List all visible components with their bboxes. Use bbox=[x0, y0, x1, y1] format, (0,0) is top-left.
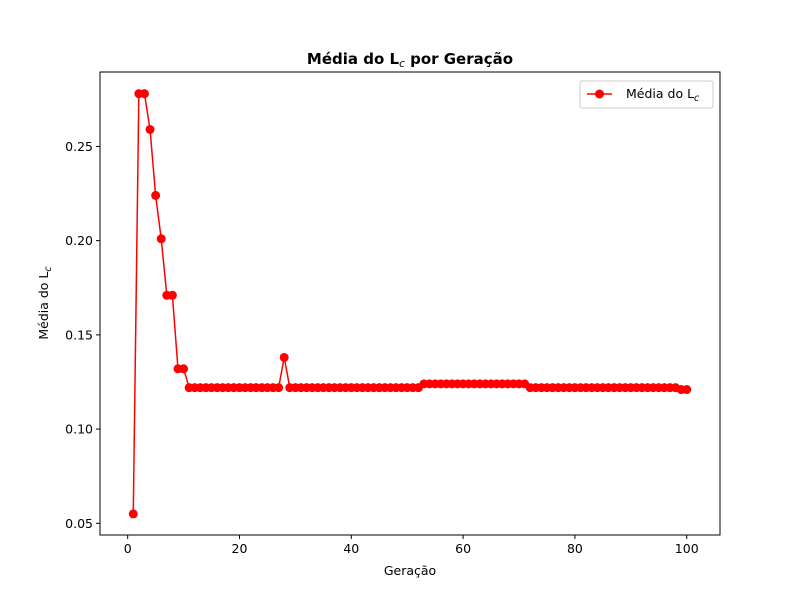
data-point bbox=[139, 89, 149, 99]
title-suffix: por Geração bbox=[405, 50, 513, 68]
x-axis: 0 20 40 60 80 100 bbox=[124, 535, 699, 556]
data-point bbox=[179, 364, 189, 374]
data-point bbox=[151, 190, 161, 200]
x-tick-label: 40 bbox=[343, 541, 359, 556]
x-tick-label: 60 bbox=[455, 541, 471, 556]
data-point bbox=[682, 385, 692, 395]
y-axis-label: Média do Lc bbox=[36, 266, 54, 340]
y-tick-label: 0.15 bbox=[65, 327, 93, 342]
x-axis-label: Geração bbox=[384, 563, 436, 578]
y-tick-label: 0.20 bbox=[65, 233, 93, 248]
axes-frame bbox=[99, 71, 721, 536]
y-tick-label: 0.10 bbox=[65, 422, 93, 437]
legend-label: Média do L bbox=[626, 86, 694, 101]
y-axis: 0.05 0.10 0.15 0.20 0.25 bbox=[65, 139, 100, 531]
title-subscript: c bbox=[399, 58, 405, 70]
x-tick-label: 20 bbox=[232, 541, 248, 556]
plot-area bbox=[128, 89, 692, 519]
legend: Média do Lc bbox=[579, 80, 714, 109]
y-tick-label: 0.05 bbox=[65, 516, 93, 531]
x-tick-label: 100 bbox=[675, 541, 699, 556]
data-point bbox=[274, 383, 284, 393]
legend-entry: Média do Lc bbox=[626, 86, 700, 104]
data-point bbox=[167, 290, 177, 300]
legend-box bbox=[579, 80, 714, 109]
ylabel-subscript: c bbox=[43, 266, 54, 272]
data-point bbox=[128, 509, 138, 519]
x-tick-label: 80 bbox=[567, 541, 583, 556]
chart-title: Média do Lc por Geração bbox=[307, 50, 513, 70]
data-point bbox=[145, 124, 155, 134]
title-main: Média do L bbox=[307, 50, 400, 68]
x-tick-label: 0 bbox=[124, 541, 132, 556]
y-tick-label: 0.25 bbox=[65, 139, 93, 154]
legend-subscript: c bbox=[694, 93, 700, 104]
data-point bbox=[279, 352, 289, 362]
legend-marker bbox=[595, 89, 604, 99]
data-point bbox=[156, 234, 166, 244]
ylabel-main: Média do L bbox=[36, 272, 51, 340]
